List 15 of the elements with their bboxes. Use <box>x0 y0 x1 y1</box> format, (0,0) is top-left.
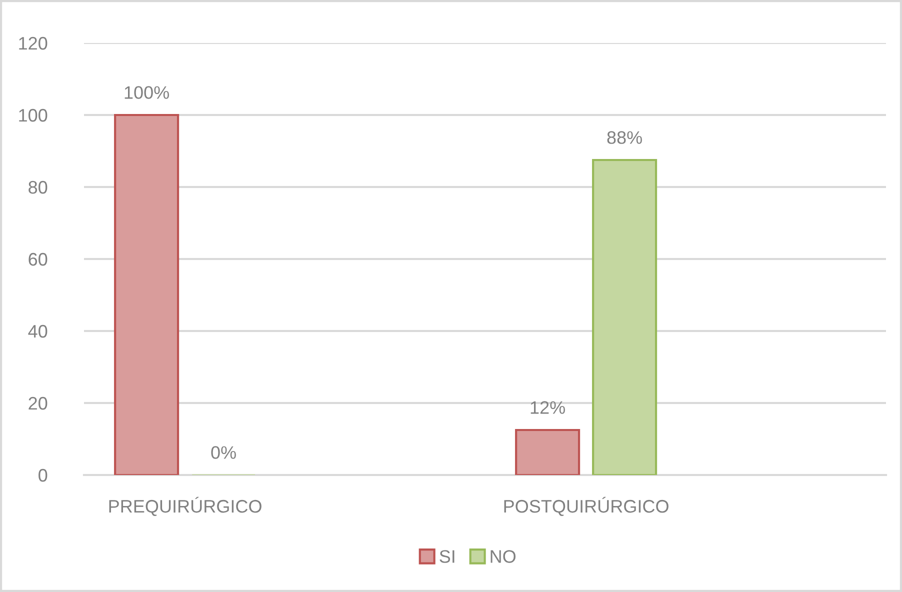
data-label: 88% <box>607 131 642 144</box>
y-tick-label: 100 <box>19 108 48 122</box>
data-label: 0% <box>211 446 236 459</box>
x-tick-label: PREQUIRÚRGICO <box>109 496 262 516</box>
data-label: 100% <box>124 86 170 99</box>
legend-label: SI <box>440 550 454 563</box>
legend-label: NO <box>490 550 516 563</box>
y-tick-label: 0 <box>38 468 48 482</box>
x-tick-label: POSTQUIRÚRGICO <box>504 496 668 516</box>
data-label: 12% <box>530 401 565 414</box>
y-tick-label: 40 <box>28 324 48 338</box>
y-tick-label: 120 <box>19 36 48 50</box>
y-tick-label: 80 <box>28 180 48 194</box>
y-tick-label: 60 <box>28 252 48 266</box>
y-tick-label: 20 <box>28 396 48 410</box>
